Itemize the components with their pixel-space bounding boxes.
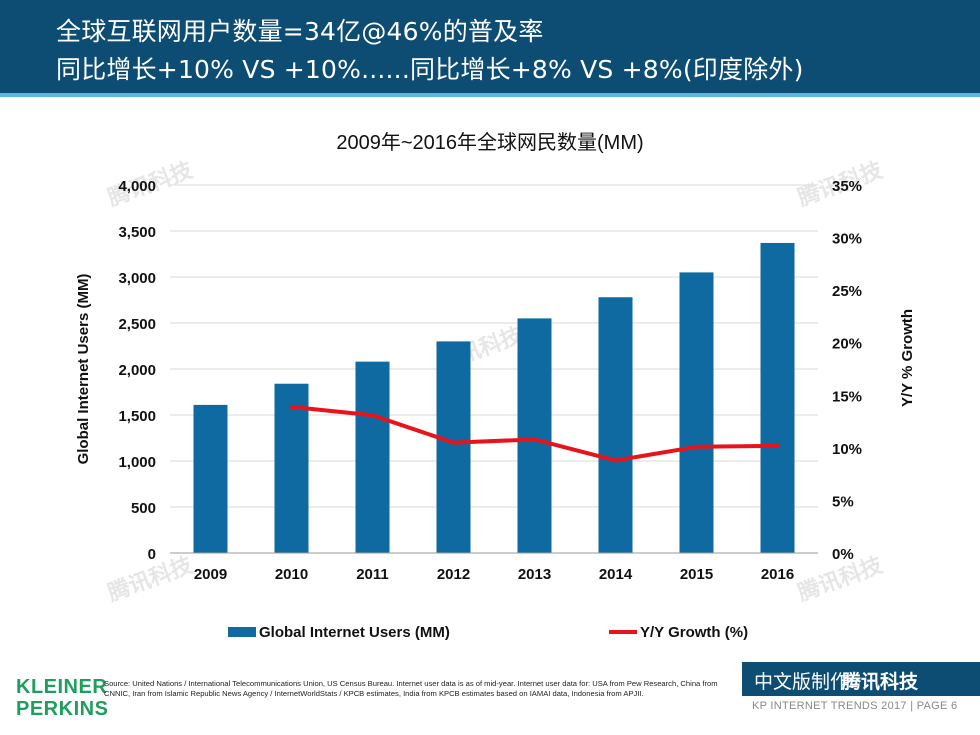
x-tick-label: 2015	[680, 566, 713, 583]
badge-label: 中文版制作:	[754, 671, 856, 693]
y-tick-label-right: 25%	[832, 283, 862, 300]
chart-title: 2009年~2016年全球网民数量(MM)	[336, 131, 643, 154]
header-title-line2: 同比增长+10% VS +10%......同比增长+8% VS +8%(印度除…	[56, 55, 804, 84]
bar-2010	[274, 383, 309, 553]
y-tick-label-left: 2,000	[118, 362, 156, 379]
bar-2016	[760, 242, 795, 553]
badge-brand: 腾讯科技	[842, 671, 919, 693]
growth-point-2012	[452, 441, 455, 445]
header-banner: 全球互联网用户数量=34亿@46%的普及率 同比增长+10% VS +10%..…	[0, 0, 980, 93]
y-tick-label-left: 4,000	[118, 178, 156, 195]
translation-badge: 中文版制作: 腾讯科技	[742, 662, 980, 696]
growth-point-2011	[371, 413, 374, 417]
kleiner-perkins-logo: KLEINER PERKINS	[16, 676, 108, 720]
growth-point-2013	[533, 437, 536, 441]
y-tick-label-right: 20%	[832, 336, 862, 353]
y-tick-label-left: 3,500	[118, 224, 156, 241]
y-tick-label-right: 35%	[832, 178, 862, 195]
y-tick-label-left: 500	[131, 500, 156, 517]
y-tick-label-right: 10%	[832, 441, 862, 458]
bar-2011	[355, 361, 390, 553]
legend-label-line: Y/Y Growth (%)	[640, 624, 748, 641]
y-tick-label-right: 5%	[832, 493, 854, 510]
y-axis-title-left: Global Internet Users (MM)	[75, 274, 92, 465]
bar-2009	[193, 404, 228, 553]
growth-point-2016	[776, 444, 779, 448]
y-tick-label-right: 30%	[832, 231, 862, 248]
y-tick-label-left: 0	[148, 546, 156, 563]
source-note: Source: United Nations / International T…	[104, 679, 718, 698]
x-tick-label: 2013	[518, 566, 551, 583]
header-title-line1: 全球互联网用户数量=34亿@46%的普及率	[56, 17, 544, 46]
header-divider	[0, 93, 980, 97]
bar-2015	[679, 272, 714, 553]
x-tick-label: 2011	[356, 566, 389, 583]
chart-container: 腾讯科技 腾讯科技 腾讯科技 腾讯科技 腾讯科技 2009年~2016年全球网民数量(MM…	[0, 100, 980, 660]
x-tick-label: 2009	[194, 566, 227, 583]
page-info: KP INTERNET TRENDS 2017 | PAGE 6	[752, 700, 958, 712]
x-tick-label: 2010	[275, 566, 308, 583]
y-tick-label-left: 3,000	[118, 270, 156, 287]
y-tick-label-left: 1,000	[118, 454, 156, 471]
y-tick-label-left: 1,500	[118, 408, 156, 425]
legend-swatch-bar	[228, 627, 256, 637]
bar-2014	[598, 297, 633, 553]
y-tick-label-right: 15%	[832, 388, 862, 405]
logo-line2: PERKINS	[16, 698, 109, 720]
y-tick-label-left: 2,500	[118, 316, 156, 333]
bar-2012	[436, 341, 471, 553]
growth-point-2015	[695, 445, 698, 449]
y-axis-title-right: Y/Y % Growth	[899, 309, 916, 407]
y-tick-label-right: 0%	[832, 546, 854, 563]
x-tick-label: 2016	[761, 566, 794, 583]
legend-label-bar: Global Internet Users (MM)	[259, 624, 450, 641]
bar-2013	[517, 318, 552, 553]
logo-line1: KLEINER	[16, 676, 108, 698]
growth-point-2014	[614, 458, 617, 462]
x-tick-label: 2012	[437, 566, 470, 583]
x-tick-label: 2014	[599, 566, 633, 583]
growth-point-2010	[290, 405, 293, 409]
